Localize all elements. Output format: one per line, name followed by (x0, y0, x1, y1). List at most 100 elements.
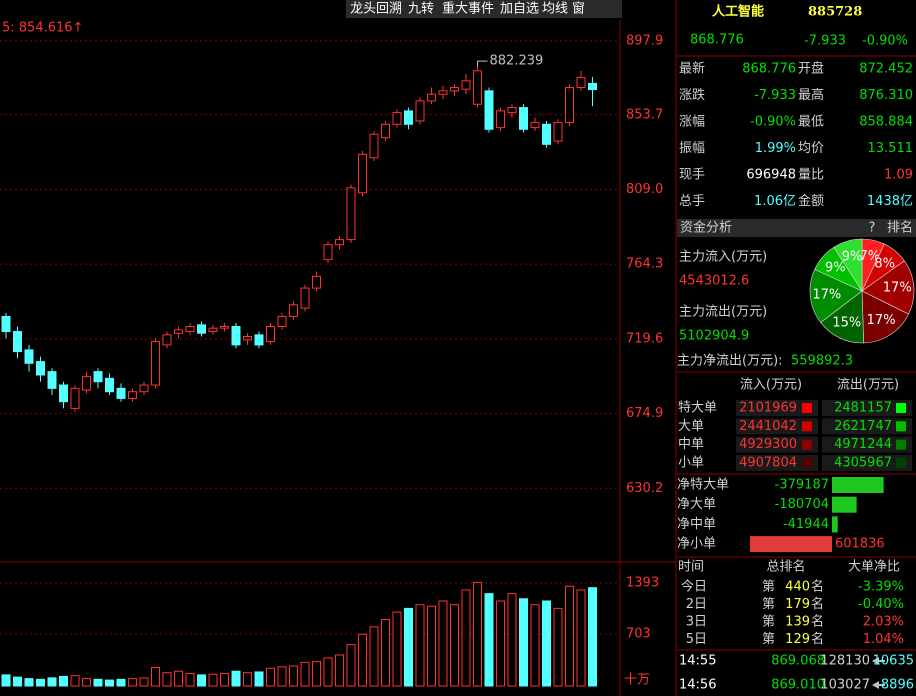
pie-slice (861, 290, 909, 344)
net-value: -41944 (783, 517, 829, 532)
rank-header: 时间 (678, 560, 704, 575)
candle-body (254, 334, 264, 346)
candle-body (197, 324, 206, 334)
net-value: 559892.3 (791, 354, 853, 369)
volume-bar (197, 674, 206, 687)
quote-label: 振幅 (679, 141, 705, 156)
inflow-value: 2101969 (739, 401, 797, 416)
outflow-swatch (896, 403, 906, 413)
volume-bar (254, 671, 264, 687)
candle-body (335, 239, 344, 246)
pie-slice (833, 238, 863, 293)
net-value: -180704 (775, 497, 829, 512)
pie-label: 17% (867, 313, 896, 328)
quote-label: 最新 (679, 61, 705, 77)
volume-bar (243, 672, 252, 687)
pie-label: 17% (883, 281, 912, 296)
inflow-swatch (802, 421, 812, 432)
rank-header: 大单净比 (848, 560, 900, 575)
rank-prefix: 第 (762, 615, 775, 630)
y-tick-label: 1393 (626, 576, 659, 591)
last-price: 868.776 (690, 33, 744, 48)
volume-bar (116, 678, 126, 687)
rank-prefix: 第 (762, 632, 775, 647)
volume-bar (519, 598, 528, 687)
inflow-value: 4907804 (739, 455, 797, 470)
pie-slice (861, 260, 915, 315)
pie-label: 7% (859, 249, 880, 264)
inflow-label: 主力流入(万元) (679, 250, 767, 265)
ma-label: 5: 854.616↑ (2, 21, 83, 36)
volume-bar (484, 593, 494, 687)
volume-bar (93, 678, 103, 687)
volume-bar (70, 675, 80, 687)
rank-ratio: 1.04% (863, 632, 904, 647)
candle-body (369, 133, 379, 159)
fund-title: 资金分析 (680, 220, 732, 236)
pie-slice (809, 269, 863, 323)
rank-prefix: 第 (762, 597, 775, 612)
toolbar-button[interactable]: 龙头回溯 (350, 1, 402, 17)
volume-bar (427, 605, 436, 687)
tick-amount: 10635 (873, 654, 914, 669)
candle-body (312, 275, 321, 289)
candle-body (162, 334, 172, 346)
candle-body (473, 70, 482, 105)
help-button[interactable]: ? (869, 221, 876, 236)
toolbar-button[interactable]: 重大事件 (442, 1, 494, 17)
toolbar-button[interactable]: 窗 (572, 1, 585, 17)
rank-value: 179 (785, 597, 810, 612)
candle-body (13, 331, 22, 353)
inflow-swatch (802, 439, 812, 450)
volume-bar (542, 600, 551, 687)
quote-label: 最低 (798, 115, 824, 130)
flow-cell-bg (736, 436, 818, 453)
rank-suffix: 名 (811, 631, 824, 647)
quote-label: 总手 (679, 194, 705, 209)
rank-period: 3日 (686, 615, 707, 630)
net-value: 601836 (835, 537, 885, 552)
volume-bar (105, 679, 114, 687)
net-label: 净大单 (677, 497, 716, 512)
volume-bar (24, 678, 34, 687)
volume-bar (450, 604, 459, 687)
toolbar-button[interactable]: 九转 (408, 2, 434, 17)
outflow-value: 2621747 (834, 419, 892, 434)
volume-bar (220, 672, 229, 687)
candle-body (1, 315, 11, 333)
quote-label: 最高 (798, 87, 824, 103)
toolbar-button[interactable]: 加自选 (500, 2, 539, 17)
candle-body (404, 110, 413, 125)
y-tick-label: 897.9 (626, 33, 663, 48)
stock-code: 885728 (808, 5, 862, 20)
rank-button[interactable]: 排名 (887, 220, 913, 236)
volume-bar (289, 665, 298, 687)
quote-value: 1.06亿 (754, 194, 796, 209)
candle-body (530, 122, 540, 129)
flow-label: 大单 (678, 419, 704, 434)
flow-label: 小单 (678, 455, 704, 470)
candle-body (496, 110, 505, 129)
volume-bar (231, 670, 241, 687)
inflow-swatch (802, 457, 812, 468)
tick-volume: 128130 (820, 654, 870, 669)
candle-body (323, 244, 333, 261)
outflow-value: 4971244 (834, 437, 892, 452)
flow-cell-bg (736, 418, 818, 435)
toolbar-button[interactable]: 均线 (542, 2, 568, 17)
volume-bar (576, 589, 586, 687)
volume-bar (139, 677, 149, 687)
flow-cell-bg (822, 454, 912, 471)
flow-cell-bg (822, 400, 912, 416)
volume-bar (392, 611, 402, 687)
candle-body (243, 336, 252, 341)
volume-bar (162, 672, 172, 687)
rank-value: 440 (785, 580, 810, 595)
inflow-value: 4543012.6 (679, 274, 749, 289)
quote-label: 涨跌 (679, 87, 705, 103)
volume-bar (312, 661, 321, 687)
tick-price: 869.010 (771, 678, 825, 693)
net-label: 净小单 (677, 537, 716, 552)
pie-label: 17% (812, 287, 841, 302)
